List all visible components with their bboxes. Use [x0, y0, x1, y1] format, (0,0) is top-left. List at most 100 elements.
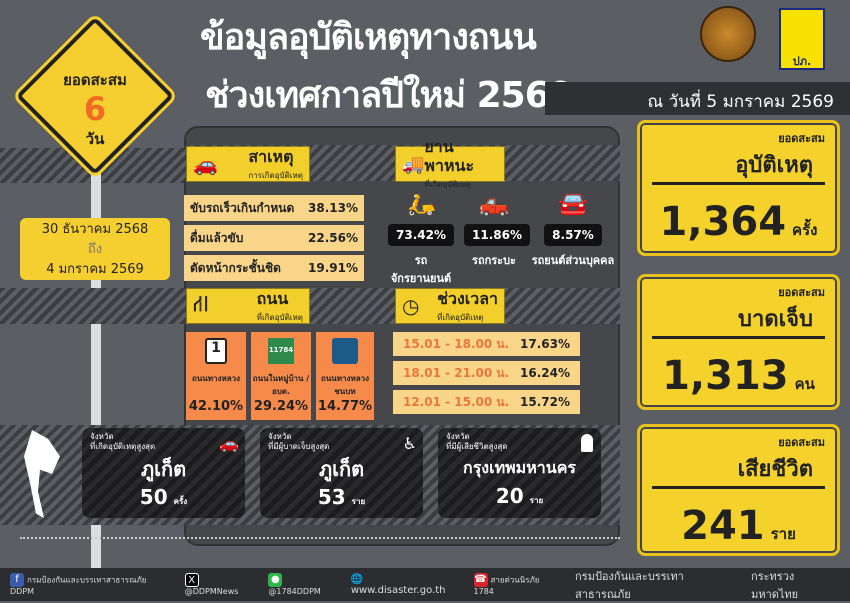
province-label: จังหวัด [90, 432, 114, 441]
footer: f กรมป้องกันและบรรเทาสาธารณภัย DDPM X@DDP… [0, 568, 850, 601]
footer-ministry: กระทรวงมหาดไทย [751, 569, 799, 601]
x-text: @DDPMNews [184, 587, 239, 596]
motorcycle-icon: 🛵 [406, 190, 436, 218]
cause-value: 19.91% [308, 261, 358, 275]
roads-title: ถนน [256, 288, 289, 308]
as-of-date: ณ วันที่ 5 มกราคม 2569 [545, 82, 850, 115]
sign-unit: วัน [85, 130, 105, 149]
province-value: 50 [139, 484, 168, 509]
province-card: จังหวัด ที่มีผู้บาดเจ็บสูงสุด ภูเก็ต 53 ราย ♿ [260, 428, 423, 518]
province-unit: ครั้ง [173, 496, 188, 506]
road-label: ถนนทางหลวง [191, 374, 241, 383]
car-crash-icon: 🚗 [193, 152, 218, 176]
cause-label: ขับรถเร็วเกินกำหนด [190, 200, 295, 215]
vehicle-label: รถกระบะ [472, 254, 516, 267]
road-value: 42.10% [188, 399, 244, 414]
province-sublabel: ที่เกิดอุบัติเหตุสูงสุด [90, 442, 156, 452]
facebook-icon: f [10, 573, 24, 587]
sign-pole [91, 150, 101, 570]
vehicle-value: 73.42% [388, 224, 454, 246]
cause-value: 38.13% [308, 201, 358, 215]
province-name: ภูเก็ต [140, 456, 187, 481]
sign-days: 6 [83, 90, 107, 128]
x-icon: X [184, 573, 199, 587]
road-dashes [20, 537, 620, 539]
province-sublabel: ที่มีผู้เสียชีวิตสูงสุด [446, 442, 508, 452]
total-injured-card: ยอดสะสม บาดเจ็บ 1,313 คน [637, 274, 840, 410]
website-link[interactable]: 🌐 www.disaster.go.th [351, 574, 460, 596]
sign-text: ยอดสะสม 6 วัน [45, 68, 145, 151]
tombstone-icon [581, 434, 593, 452]
vehicle-label: รถยนต์ส่วนบุคคล [531, 254, 615, 267]
total-unit: ครั้ง [792, 221, 818, 239]
province-sublabel: ที่มีผู้บาดเจ็บสูงสุด [268, 442, 330, 452]
total-title: บาดเจ็บ [652, 301, 825, 339]
total-label: ยอดสะสม [778, 436, 825, 449]
facebook-text: กรมป้องกันและบรรเทาสาธารณภัย DDPM [10, 575, 147, 597]
highway-sign-icon: 1 [205, 338, 227, 364]
cause-label: ตัดหน้ากระชั้นชิด [190, 260, 281, 275]
road-item: ถนนทางหลวง ชนบท 14.77% [316, 332, 374, 420]
time-value: 16.24% [520, 366, 570, 380]
period-to: 4 มกราคม 2569 [46, 262, 144, 277]
vehicle-label: รถจักรยานยนต์ [390, 254, 452, 285]
footer-org: กรมป้องกันและบรรเทาสาธารณภัย [575, 569, 684, 601]
x-link[interactable]: X@DDPMNews [184, 573, 255, 596]
sign-label: ยอดสะสม [63, 71, 127, 89]
wheelchair-icon: ♿ [402, 434, 417, 453]
cause-value: 22.56% [308, 231, 358, 245]
road-value: 29.24% [253, 399, 309, 414]
total-label: ยอดสะสม [778, 286, 825, 299]
road-label: ถนนทางหลวง ชนบท [320, 374, 370, 396]
time-item: 18.01 - 21.00 น. 16.24% [393, 361, 580, 385]
truck-icon: 🚚 [402, 153, 425, 175]
total-value: 1,313 [662, 353, 789, 399]
facebook-link[interactable]: f กรมป้องกันและบรรเทาสาธารณภัย DDPM [10, 573, 171, 596]
province-value: 53 [317, 484, 346, 509]
car-crash-icon: 🚗 [219, 434, 239, 453]
line-link[interactable]: ●@1784DDPM [268, 573, 336, 596]
province-value: 20 [495, 483, 524, 508]
ddpm-logo: ปภ. [779, 8, 825, 70]
causes-header: 🚗 สาเหตุ การเกิดอุบัติเหตุ [186, 146, 310, 182]
vehicles-title: ยานพาหนะ [424, 137, 475, 175]
rural-road-sign-icon [332, 338, 358, 364]
vehicle-item: 🚘 8.57% รถยนต์ส่วนบุคคล [531, 190, 615, 270]
website-text: www.disaster.go.th [350, 584, 446, 596]
total-title: อุบัติเหตุ [652, 147, 825, 185]
total-value: 1,364 [659, 199, 787, 245]
road-icon: ⛙ [193, 292, 209, 317]
province-card: จังหวัด ที่เกิดอุบัติเหตุสูงสุดภูเก็ต 50 คร… [82, 428, 245, 518]
period-to-word: ถึง [87, 242, 103, 257]
total-label: ยอดสะสม [778, 132, 825, 145]
total-value: 241 [681, 503, 765, 549]
times-subtitle: ที่เกิดอุบัติเหตุ [437, 312, 484, 322]
title-line1: ข้อมูลอุบัติเหตุทางถนน [200, 17, 537, 58]
title-line2: ช่วงเทศกาลปีใหม่ 2569 [205, 75, 574, 116]
phone-icon: ☎ [473, 573, 488, 587]
hotline-link[interactable]: ☎ สายด่วนนิรภัย 1784 [473, 573, 562, 597]
causes-title: สาเหตุ [248, 146, 294, 166]
ministry-seal-logo [700, 6, 756, 62]
vehicles-header: 🚚 ยานพาหนะที่เกิดอุบัติเหตุ [395, 139, 505, 189]
line-icon: ● [268, 573, 283, 587]
line-text: @1784DDPM [268, 587, 321, 596]
stripe-band [0, 288, 620, 324]
times-title: ช่วงเวลา [437, 288, 498, 308]
local-road-sign-icon: 11784 [268, 338, 294, 364]
time-range: 12.01 - 15.00 น. [403, 394, 510, 409]
total-title: เสียชีวิต [652, 451, 825, 489]
total-deaths-card: ยอดสะสม เสียชีวิต 241 ราย [637, 424, 840, 556]
vehicle-value: 8.57% [544, 224, 602, 246]
time-value: 17.63% [520, 337, 570, 351]
cause-label: ดื่มแล้วขับ [190, 230, 244, 245]
pickup-truck-icon: 🛻 [479, 190, 509, 218]
road-item: 1 ถนนทางหลวง 42.10% [186, 332, 246, 420]
vehicles-subtitle: ที่เกิดอุบัติเหตุ [424, 180, 471, 189]
cause-item: ตัดหน้ากระชั้นชิด 19.91% [184, 255, 364, 281]
vehicle-item: 🛵 73.42% รถจักรยานยนต์ [385, 190, 457, 285]
hotline-text: สายด่วนนิรภัย 1784 [473, 575, 540, 597]
vehicle-list: 🛵 73.42% รถจักรยานยนต์ 🛻 11.86% รถกระบะ 🚘 8.5… [385, 190, 615, 285]
province-label: จังหวัด [446, 432, 470, 441]
cause-item: ขับรถเร็วเกินกำหนด 38.13% [184, 195, 364, 221]
